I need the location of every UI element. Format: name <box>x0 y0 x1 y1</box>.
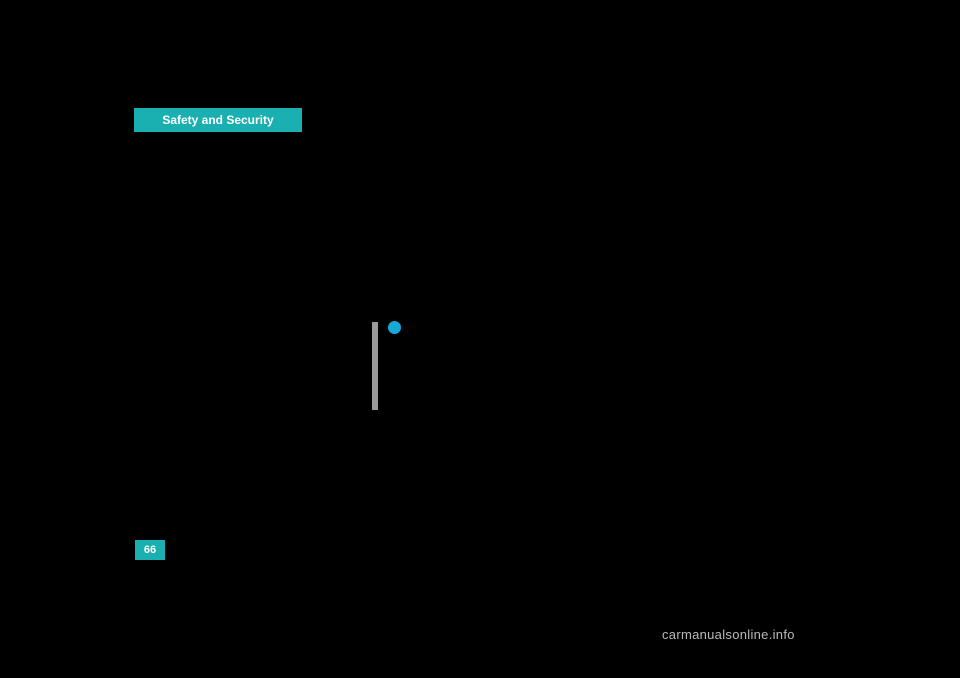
watermark-text: carmanualsonline.info <box>662 627 795 642</box>
page-number-value: 66 <box>144 544 156 556</box>
info-sidebar-bar <box>372 322 378 410</box>
section-header-label: Safety and Security <box>162 113 273 127</box>
info-dot-icon <box>388 321 401 334</box>
section-header-tab: Safety and Security <box>134 108 302 132</box>
page-number-badge: 66 <box>135 540 165 560</box>
watermark-label: carmanualsonline.info <box>662 627 795 642</box>
